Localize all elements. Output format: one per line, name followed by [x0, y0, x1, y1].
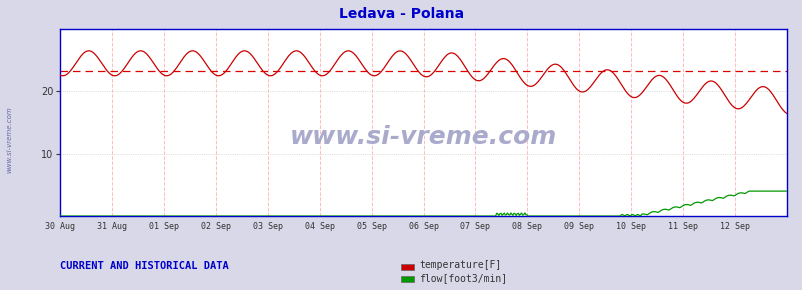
- Text: flow[foot3/min]: flow[foot3/min]: [419, 273, 507, 283]
- Text: 30 Aug: 30 Aug: [45, 222, 75, 231]
- Text: 12 Sep: 12 Sep: [719, 222, 749, 231]
- Text: 31 Aug: 31 Aug: [97, 222, 127, 231]
- Text: temperature[F]: temperature[F]: [419, 260, 500, 270]
- Text: www.si-vreme.com: www.si-vreme.com: [290, 126, 557, 149]
- Text: 11 Sep: 11 Sep: [667, 222, 697, 231]
- Text: 07 Sep: 07 Sep: [460, 222, 490, 231]
- Text: 01 Sep: 01 Sep: [149, 222, 179, 231]
- Text: 08 Sep: 08 Sep: [512, 222, 541, 231]
- Text: Ledava - Polana: Ledava - Polana: [338, 7, 464, 21]
- Text: 04 Sep: 04 Sep: [305, 222, 334, 231]
- Text: 09 Sep: 09 Sep: [564, 222, 593, 231]
- Text: 03 Sep: 03 Sep: [253, 222, 282, 231]
- Text: 02 Sep: 02 Sep: [200, 222, 231, 231]
- Text: 06 Sep: 06 Sep: [408, 222, 438, 231]
- Text: 10 Sep: 10 Sep: [615, 222, 646, 231]
- Text: CURRENT AND HISTORICAL DATA: CURRENT AND HISTORICAL DATA: [60, 261, 229, 271]
- Text: www.si-vreme.com: www.si-vreme.com: [6, 106, 12, 173]
- Text: 05 Sep: 05 Sep: [356, 222, 387, 231]
